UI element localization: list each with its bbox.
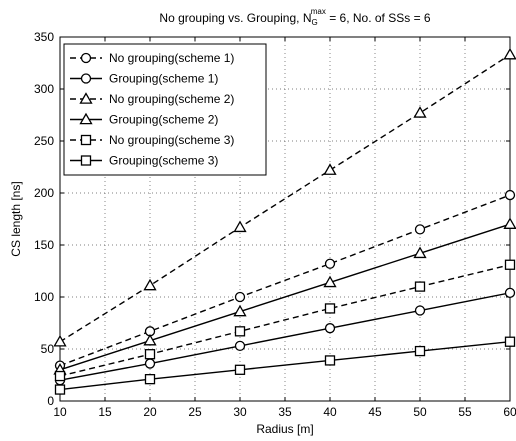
- y-tick-label: 100: [34, 290, 54, 304]
- legend-label: No grouping(scheme 3): [109, 133, 234, 147]
- data-point: [324, 323, 336, 334]
- y-tick-label: 0: [47, 394, 54, 408]
- data-point: [503, 47, 516, 60]
- x-tick-label: 30: [233, 405, 247, 419]
- series-line: [59, 341, 511, 391]
- series-3: [53, 47, 516, 347]
- legend: No grouping(scheme 1) Grouping(scheme 1) N…: [63, 43, 267, 176]
- legend-label: No grouping(scheme 2): [109, 92, 234, 106]
- y-tick-label: 350: [34, 30, 54, 44]
- series-line: [59, 264, 511, 377]
- x-tick-label: 60: [503, 405, 516, 419]
- data-point: [414, 281, 426, 292]
- legend-box: [63, 43, 267, 176]
- series-6: [54, 336, 516, 395]
- x-tick-label: 45: [368, 405, 382, 419]
- legend-entry: Grouping(scheme 1): [70, 72, 218, 86]
- y-tick-label: 200: [34, 186, 54, 200]
- y-tick-label: 300: [34, 82, 54, 96]
- data-point: [414, 224, 426, 235]
- legend-entry: No grouping(scheme 2): [70, 92, 234, 106]
- data-point: [144, 349, 156, 360]
- data-point: [234, 326, 246, 337]
- data-point: [504, 287, 516, 298]
- y-tick-label: 150: [34, 238, 54, 252]
- y-axis-label: CS length [ns]: [9, 181, 23, 256]
- series-line: [59, 292, 511, 381]
- data-point: [324, 303, 336, 314]
- data-point: [143, 278, 157, 291]
- legend-entry: No grouping(scheme 3): [70, 133, 234, 147]
- legend-marker: [80, 52, 92, 64]
- chart-title: No grouping vs. Grouping, NGmax = 6, No.…: [159, 7, 431, 27]
- data-point: [323, 163, 337, 175]
- legend-label: Grouping(scheme 2): [109, 113, 218, 127]
- data-point: [413, 106, 427, 118]
- data-point: [234, 340, 246, 352]
- series-5: [54, 259, 516, 382]
- data-point: [54, 384, 66, 395]
- data-point: [234, 364, 246, 375]
- x-axis-label: Radius [m]: [256, 422, 313, 436]
- data-point: [233, 220, 247, 233]
- x-tick-label: 40: [323, 405, 337, 419]
- x-tick-label: 20: [143, 405, 157, 419]
- x-tick-label: 35: [278, 405, 292, 419]
- y-tick-label: 50: [41, 342, 55, 356]
- series-4: [53, 217, 516, 375]
- legend-label: Grouping(scheme 3): [109, 154, 218, 168]
- data-point: [53, 334, 67, 347]
- data-point: [233, 304, 247, 317]
- x-tick-label: 55: [458, 405, 472, 419]
- data-point: [504, 259, 516, 270]
- x-tick-label: 10: [53, 405, 67, 419]
- legend-marker: [80, 73, 92, 84]
- x-tick-label: 25: [188, 405, 202, 419]
- data-point: [234, 291, 246, 303]
- data-point: [324, 258, 336, 269]
- data-point: [144, 374, 156, 385]
- x-tick-label: 50: [413, 405, 427, 419]
- data-point: [414, 305, 426, 316]
- legend-entry: Grouping(scheme 3): [70, 154, 218, 168]
- data-point: [143, 333, 157, 346]
- series-line: [59, 194, 511, 367]
- data-point: [324, 355, 336, 366]
- axes: 10 15 20 25 30 35 40 45 50 55 60 0 50 100 150 200 250 300…: [34, 30, 516, 419]
- series-line: [59, 223, 511, 371]
- series-2: [54, 287, 516, 386]
- legend-marker: [80, 134, 92, 146]
- plot-area: [53, 47, 516, 395]
- legend-entry: No grouping(scheme 1): [70, 51, 234, 65]
- data-point: [144, 358, 156, 369]
- data-point: [504, 189, 516, 201]
- legend-marker: [79, 92, 93, 104]
- legend-label: Grouping(scheme 1): [109, 72, 218, 86]
- legend-label: No grouping(scheme 1): [109, 51, 234, 65]
- legend-marker: [80, 155, 92, 166]
- data-point: [413, 246, 427, 259]
- data-point: [504, 336, 516, 347]
- data-point: [323, 275, 337, 288]
- legend-marker: [79, 112, 93, 125]
- y-tick-label: 250: [34, 134, 54, 148]
- legend-entry: Grouping(scheme 2): [70, 113, 218, 127]
- data-point: [54, 370, 66, 382]
- data-point: [503, 217, 516, 229]
- x-tick-label: 15: [98, 405, 112, 419]
- series-1: [54, 189, 516, 371]
- data-point: [414, 345, 426, 357]
- series-line: [59, 54, 511, 343]
